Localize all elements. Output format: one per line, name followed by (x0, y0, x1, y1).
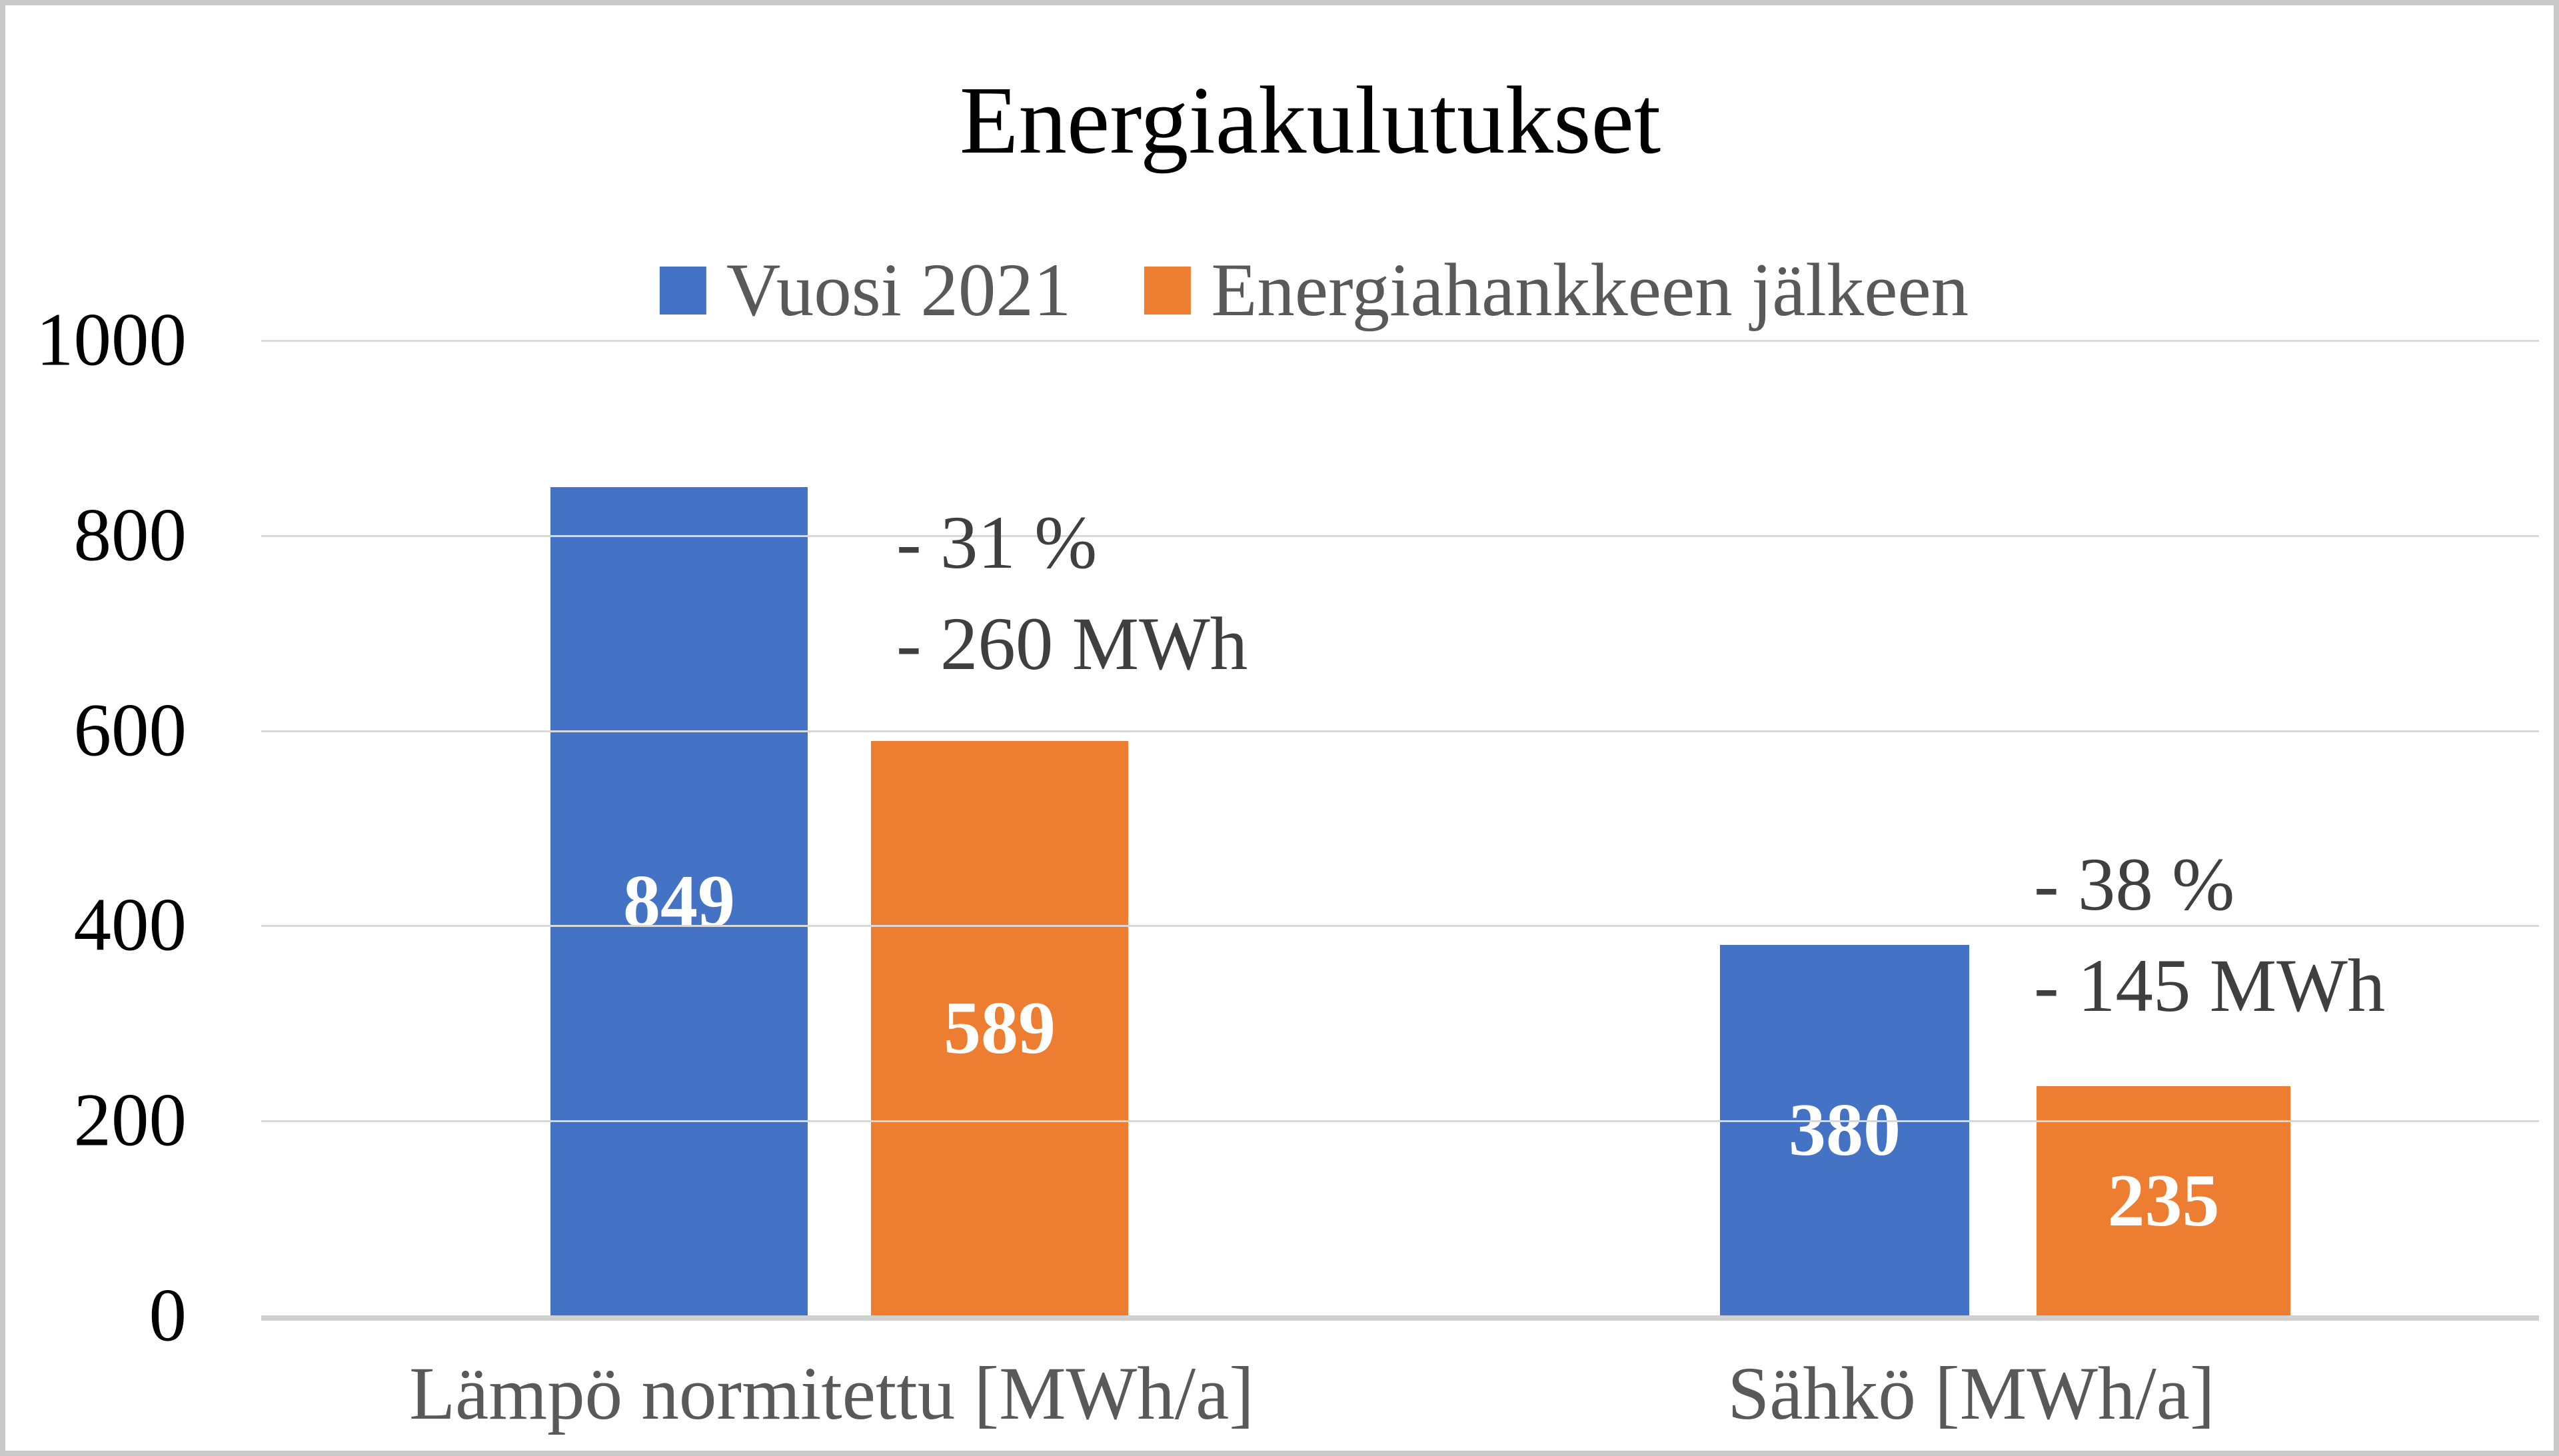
gridline (261, 730, 2539, 732)
annotation-line: - 260 MWh (896, 602, 1248, 686)
bar-vuosi-2021-lampo: 849 (550, 487, 808, 1315)
legend-swatch-blue-icon (659, 267, 706, 315)
category-label-sahko: Sähkö [MWh/a] (1727, 1352, 2215, 1435)
gridline (261, 925, 2539, 928)
y-tick-label: 0 (149, 1273, 187, 1357)
annotation-sahko: - 38 % - 145 MWh (2034, 834, 2385, 1037)
chart-title: Energiakulutukset (959, 67, 1661, 174)
y-tick-label: 400 (73, 883, 187, 967)
annotation-line: - 145 MWh (2034, 944, 2386, 1028)
y-axis: 1000 800 600 400 200 0 (5, 303, 187, 1353)
plot-area: 849 589 380 235 (261, 340, 2539, 1321)
bar-value-label: 235 (2107, 1159, 2220, 1242)
y-tick-label: 200 (73, 1078, 187, 1162)
category-label-lampo: Lämpö normitettu [MWh/a] (409, 1352, 1254, 1435)
gridline (261, 1120, 2539, 1123)
y-tick-label: 800 (73, 493, 187, 577)
bar-value-label: 589 (944, 986, 1056, 1070)
y-tick-label: 600 (73, 688, 187, 772)
legend-item-vuosi-2021: Vuosi 2021 (659, 249, 1072, 332)
legend-item-energiahankkeen-jalkeen: Energiahankkeen jälkeen (1144, 251, 1969, 331)
x-axis-line (261, 1315, 2539, 1321)
annotation-line: - 38 % (2034, 843, 2235, 926)
legend-label-vuosi-2021: Vuosi 2021 (726, 249, 1072, 332)
annotation-line: - 31 % (896, 501, 1098, 584)
bar-value-label: 849 (623, 860, 735, 943)
gridline (261, 534, 2539, 537)
y-tick-label: 1000 (36, 298, 187, 382)
gridline (261, 340, 2539, 342)
bar-jalkeen-sahko: 235 (2037, 1086, 2290, 1315)
bar-jalkeen-lampo: 589 (871, 740, 1128, 1315)
bar-vuosi-2021-sahko: 380 (1720, 944, 1969, 1315)
legend-swatch-orange-icon (1144, 267, 1192, 315)
legend-label-energiahankkeen-jalkeen: Energiahankkeen jälkeen (1211, 249, 1969, 332)
legend: Vuosi 2021 Energiahankkeen jälkeen (659, 249, 1969, 332)
bar-value-label: 380 (1789, 1088, 1901, 1171)
annotation-lampo: - 31 % - 260 MWh (896, 492, 1248, 695)
